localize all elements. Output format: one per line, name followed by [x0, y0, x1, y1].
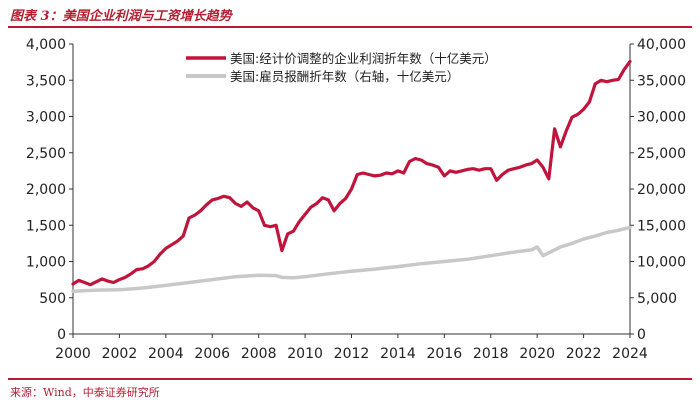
y-right-ticks: 0 5,000 10,000 15,000 20,000 25,000 30,000 35,0… — [630, 37, 686, 343]
series-lines — [71, 59, 632, 293]
legend: 美国:经计价调整的企业利润折年数（十亿美元） 美国:雇员报酬折年数（右轴，十亿美元… — [186, 51, 497, 84]
y-right-tick-label: 15,000 — [637, 218, 686, 234]
series-line-corporate-profits — [71, 59, 632, 287]
y-right-tick-label: 30,000 — [637, 110, 686, 126]
y-right-tick-label: 20,000 — [637, 182, 686, 198]
x-tick-label: 2000 — [55, 346, 91, 362]
chart: 05001,0001,5002,0002,5003,0003,5004,000 … — [26, 37, 686, 362]
y-left-tick-label: 1,000 — [26, 255, 66, 271]
x-tick-label: 2022 — [566, 346, 602, 362]
y-right-tick-label: 0 — [637, 327, 646, 343]
x-tick-label: 2018 — [473, 346, 509, 362]
x-tick-label: 2020 — [519, 346, 555, 362]
y-left-tick-label: 2,500 — [26, 146, 66, 162]
figure-title: 图表 3：美国企业利润与工资增长趋势 — [10, 9, 232, 24]
y-right-tick-label: 40,000 — [637, 37, 686, 53]
y-left-tick-label: 0 — [57, 327, 66, 343]
y-left-tick-label: 3,000 — [26, 110, 66, 126]
source-note: 来源：Wind，中泰证券研究所 — [10, 386, 160, 399]
x-tick-label: 2016 — [427, 346, 463, 362]
x-tick-label: 2006 — [194, 346, 230, 362]
x-ticks: 2000 2002 2004 2006 2008 2010 2012 2014 2016 2018… — [55, 334, 648, 362]
x-tick-label: 2008 — [241, 346, 277, 362]
y-left-tick-label: 1,500 — [26, 218, 66, 234]
y-right-tick-label: 10,000 — [637, 255, 686, 271]
y-left-tick-label: 500 — [39, 291, 66, 307]
x-tick-label: 2004 — [148, 346, 184, 362]
y-right-tick-label: 5,000 — [637, 291, 677, 307]
legend-item-compensation-label: 美国:雇员报酬折年数（右轴，十亿美元） — [230, 69, 459, 84]
series-line-compensation — [71, 225, 632, 293]
y-right-tick-label: 25,000 — [637, 146, 686, 162]
y-left-tick-label: 2,000 — [26, 182, 66, 198]
bottom-rule — [8, 378, 692, 380]
x-tick-label: 2002 — [102, 346, 138, 362]
x-tick-label: 2010 — [287, 346, 323, 362]
y-left-tick-label: 3,500 — [26, 73, 66, 89]
title-rule — [8, 26, 692, 28]
x-tick-label: 2014 — [380, 346, 416, 362]
x-tick-label: 2024 — [612, 346, 648, 362]
y-right-tick-label: 35,000 — [637, 73, 686, 89]
y-left-tick-label: 4,000 — [26, 37, 66, 53]
x-tick-label: 2012 — [334, 346, 370, 362]
y-left-ticks: 0 500 1,000 1,500 2,000 2,500 3,000 3,500 4,000 — [26, 37, 73, 343]
legend-item-corporate-profits-label: 美国:经计价调整的企业利润折年数（十亿美元） — [230, 51, 497, 66]
